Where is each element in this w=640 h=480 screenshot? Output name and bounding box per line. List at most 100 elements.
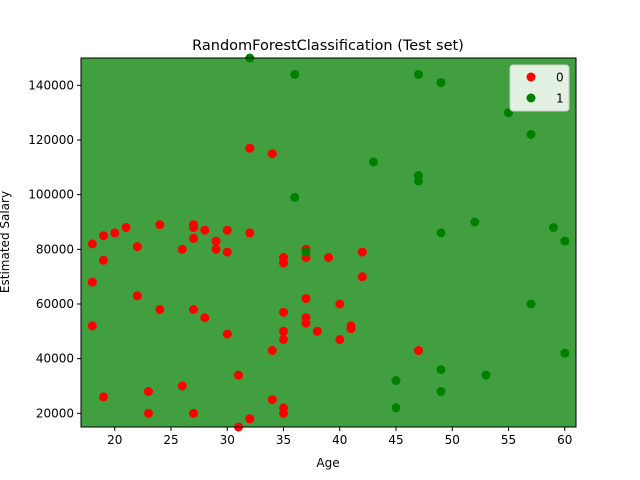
point-class-0 — [211, 244, 221, 254]
y-tick-label: 80000 — [36, 242, 74, 256]
point-class-0 — [200, 225, 210, 235]
point-class-0 — [245, 414, 255, 424]
legend-label-1: 1 — [556, 92, 564, 106]
point-class-0 — [132, 291, 142, 301]
point-class-0 — [99, 255, 108, 265]
point-class-0 — [267, 395, 277, 405]
point-class-1 — [436, 387, 446, 396]
point-class-0 — [267, 149, 277, 159]
plot-frame — [80, 57, 577, 428]
point-class-0 — [87, 277, 97, 287]
point-class-1 — [414, 69, 423, 79]
point-class-0 — [335, 299, 345, 309]
chart-title: RandomForestClassification (Test set) — [192, 38, 464, 54]
point-class-0 — [189, 233, 198, 243]
x-tick-label: 55 — [501, 433, 516, 447]
x-tick-label: 45 — [388, 433, 403, 447]
point-class-1 — [290, 192, 300, 202]
x-tick-label: 30 — [220, 433, 235, 447]
point-class-0 — [200, 313, 210, 323]
y-tick-label: 40000 — [36, 352, 74, 366]
point-class-0 — [414, 346, 423, 355]
point-class-0 — [279, 408, 288, 418]
legend-marker-1 — [526, 93, 536, 103]
point-class-1 — [560, 348, 570, 358]
point-class-0 — [357, 247, 367, 257]
point-class-0 — [335, 335, 345, 344]
point-class-1 — [391, 403, 401, 413]
point-class-1 — [391, 376, 401, 385]
point-class-0 — [267, 346, 277, 355]
point-class-0 — [99, 392, 108, 402]
legend-box — [509, 64, 570, 112]
point-class-1 — [436, 365, 446, 375]
x-tick-label: 50 — [445, 433, 460, 447]
point-class-0 — [211, 236, 221, 246]
y-tick-label: 140000 — [28, 78, 74, 92]
y-tick-label: 120000 — [28, 133, 74, 147]
x-tick-label: 35 — [276, 433, 291, 447]
x-tick-label: 25 — [163, 433, 178, 447]
y-tick-label: 100000 — [28, 188, 74, 202]
point-class-0 — [222, 225, 232, 235]
point-class-0 — [312, 326, 322, 336]
x-tick-label: 40 — [332, 433, 347, 447]
point-class-0 — [279, 307, 288, 317]
point-class-0 — [99, 231, 108, 241]
point-class-0 — [177, 244, 187, 254]
point-class-1 — [290, 69, 300, 79]
point-class-1 — [526, 299, 536, 309]
point-class-1 — [560, 236, 570, 246]
y-tick-label: 60000 — [36, 297, 74, 311]
point-class-0 — [357, 272, 367, 282]
point-class-1 — [481, 370, 491, 380]
point-class-0 — [87, 239, 97, 249]
point-class-0 — [279, 326, 288, 336]
point-class-0 — [189, 408, 198, 418]
x-axis: 20 25 30 35 40 45 50 55 60 — [107, 427, 572, 447]
point-class-1 — [301, 247, 311, 257]
point-class-0 — [177, 381, 187, 391]
x-tick-label: 60 — [557, 433, 572, 447]
point-class-0 — [234, 370, 243, 380]
point-class-0 — [324, 253, 333, 262]
y-axis-label: Estimated Salary — [0, 191, 12, 293]
point-class-0 — [155, 220, 165, 230]
point-class-0 — [245, 228, 255, 238]
point-class-0 — [189, 223, 198, 232]
point-class-0 — [144, 387, 153, 396]
decision-region-class-1 — [81, 58, 576, 427]
point-class-0 — [279, 335, 288, 344]
y-tick-label: 20000 — [36, 406, 74, 420]
plot-area — [80, 53, 577, 432]
point-class-1 — [549, 223, 558, 232]
legend-label-0: 0 — [556, 71, 564, 85]
point-class-0 — [87, 321, 97, 331]
point-class-1 — [436, 78, 446, 88]
point-class-1 — [526, 130, 536, 139]
point-class-1 — [470, 217, 480, 227]
point-class-0 — [222, 329, 232, 339]
point-class-0 — [301, 318, 311, 328]
point-class-0 — [144, 408, 153, 418]
point-class-0 — [245, 143, 255, 153]
point-class-0 — [346, 324, 356, 334]
point-class-0 — [155, 305, 165, 314]
point-class-0 — [222, 247, 232, 257]
legend: 01 — [509, 64, 570, 112]
y-axis: 20000 40000 60000 80000 100000 120000 140000 — [28, 78, 81, 420]
x-tick-label: 20 — [107, 433, 122, 447]
point-class-1 — [369, 157, 378, 167]
point-class-0 — [121, 223, 131, 232]
legend-marker-0 — [526, 72, 536, 82]
data-points — [87, 53, 570, 432]
point-class-0 — [279, 258, 288, 268]
point-class-1 — [436, 228, 446, 238]
point-class-1 — [414, 176, 423, 186]
point-class-0 — [189, 305, 198, 314]
point-class-0 — [132, 242, 142, 252]
point-class-0 — [110, 228, 120, 238]
x-axis-label: Age — [316, 456, 339, 470]
point-class-0 — [301, 294, 311, 303]
